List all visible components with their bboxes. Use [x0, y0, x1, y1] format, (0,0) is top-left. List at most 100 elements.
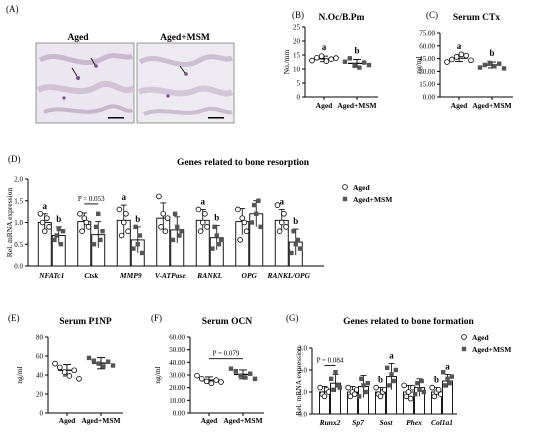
chart-g-significance-letter: b [378, 375, 383, 385]
chart-f-y-axis-label: ng/ml [153, 366, 162, 384]
chart-c-data-point [477, 65, 483, 70]
chart-e-y-tick-label: 80 [36, 334, 44, 342]
micrograph-label-aged: Aged [67, 33, 89, 43]
panel-label-c: (C) [426, 10, 438, 20]
chart-d-data-point [52, 237, 57, 243]
chart-b-y-tick-label: 0 [297, 94, 301, 102]
chart-g-data-point [403, 393, 410, 400]
chart-g-data-point [373, 384, 379, 391]
chart-g-y-tick-label: 3.0 [298, 345, 307, 353]
chart-d-data-point [91, 242, 97, 247]
chart-c-data-point [501, 66, 507, 71]
chart-d-data-point [58, 242, 64, 247]
chart-d-data-point [251, 202, 257, 208]
chart-d-data-point [216, 242, 222, 247]
chart-d-data-point [164, 215, 171, 221]
chart-e-data-point [86, 355, 92, 361]
chart-c-y-tick-label: 0.00 [423, 94, 436, 102]
chart-e-y-axis-label: ng/ml [15, 366, 24, 384]
chart-d-data-point [212, 224, 217, 230]
chart-c-data-point [463, 52, 470, 59]
chart-g-data-point [347, 393, 354, 400]
chart-g-data-point [365, 381, 371, 386]
chart-e-x-tick-label: Aged [59, 416, 76, 425]
chart-d-data-point [39, 219, 46, 226]
chart-d-data-point [125, 228, 131, 235]
chart-d-y-tick-label: 2.0 [14, 176, 23, 184]
chart-b-y-axis-label: No./mm [282, 49, 291, 74]
chart-g-x-tick-label: Sost [380, 418, 394, 427]
chart-g-data-point [417, 387, 422, 392]
chart-d-data-point [195, 206, 202, 213]
chart-d-significance-letter: b [293, 216, 298, 226]
chart-d-data-point [197, 228, 204, 235]
chart-f-y-tick-label: 0.00 [173, 410, 186, 418]
chart-d-data-point [41, 228, 48, 235]
chart-b-data-point [362, 60, 367, 65]
chart-c-data-point [482, 62, 487, 68]
chart-d-data-point [276, 228, 283, 235]
chart-d-y-tick-label: 1.0 [14, 219, 23, 227]
chart-g-data-point [407, 395, 414, 402]
chart-e-data-point [106, 359, 111, 364]
chart-e-y-tick-label: 40 [36, 372, 44, 380]
chart-d-data-point [177, 233, 182, 238]
chart-f-data-point [208, 380, 215, 387]
chart-d-data-point [172, 211, 178, 216]
chart-g-data-point [333, 370, 338, 375]
chart-f-y-tick-label: 10.00 [169, 397, 185, 405]
chart-d-data-point [214, 233, 219, 238]
chart-d-data-point [93, 224, 99, 230]
chart-c-data-point [448, 56, 455, 63]
chart-b-title: N.Oc/B.Pm [319, 13, 365, 23]
chart-d-y-tick-label: 0.5 [14, 241, 23, 249]
chart-d-data-point [123, 211, 129, 217]
chart-d-data-point [170, 237, 176, 243]
chart-b-data-point [318, 53, 325, 59]
chart-g-data-point [421, 389, 427, 395]
chart-e-y-tick-label: 20 [36, 391, 44, 399]
chart-g-y-axis-label: Rel. mRNA expression [294, 346, 303, 416]
chart-g-x-tick-label: Col1a1 [431, 418, 453, 427]
chart-f-x-tick-label: Aged+MSM [223, 416, 262, 425]
chart-d-x-tick-label: RANKL/OPG [266, 271, 310, 280]
chart-f-data-point [213, 377, 220, 383]
chart-g-bracket-label: P = 0.084 [317, 356, 344, 364]
chart-b-y-tick-label: 20 [293, 38, 301, 46]
chart-d-data-point [241, 219, 248, 226]
chart-g-data-point [356, 394, 362, 399]
chart-c-y-tick-label: 75.00 [419, 30, 435, 38]
panel-label-d: (D) [8, 154, 21, 164]
chart-f-data-point [203, 378, 210, 385]
chart-g-data-point [412, 392, 418, 397]
chart-e: Serum P1NP 0 20 40 60 80 ng/ml Aged Aged+MSM [15, 317, 123, 425]
chart-g-x-tick-label: Phex [406, 418, 422, 427]
chart-d-data-point [235, 206, 241, 213]
chart-d-significance-letter: b [214, 213, 219, 223]
chart-d-significance-letter: b [56, 214, 61, 224]
chart-b: N.Oc/B.Pm 0 5 10 15 20 25 No./mm Aged a Aged+MSM b [282, 13, 378, 110]
chart-g-data-point [440, 370, 446, 375]
chart-g-data-point [401, 382, 407, 389]
chart-d-legend-marker [342, 184, 348, 190]
chart-d-x-tick-label: RANKL [196, 271, 222, 280]
chart-d-data-point [237, 237, 243, 243]
chart-g-legend-marker [461, 334, 467, 340]
micrograph-label-aged-msm: Aged+MSM [160, 33, 210, 43]
chart-c-data-point [458, 51, 465, 58]
chart-g-data-point [387, 383, 392, 388]
chart-e-x-tick-label: Aged+MSM [81, 416, 120, 425]
panel-label-e: (E) [8, 313, 20, 323]
chart-d-data-point [289, 250, 294, 256]
chart-f-y-tick-label: 20.00 [169, 384, 185, 392]
panel-label-b: (B) [292, 10, 304, 20]
chart-d-y-axis-label: Rel. mRNA expression [5, 188, 14, 258]
chart-d-x-tick-label: Ctsk [84, 271, 98, 280]
chart-g-x-tick-label: Runx2 [319, 418, 341, 427]
chart-d-data-point [210, 246, 215, 251]
chart-g-data-point [389, 372, 394, 377]
chart-d-significance-letter: a [280, 196, 285, 206]
chart-c-significance-letter: a [457, 41, 462, 51]
chart-g-data-point [328, 376, 334, 381]
